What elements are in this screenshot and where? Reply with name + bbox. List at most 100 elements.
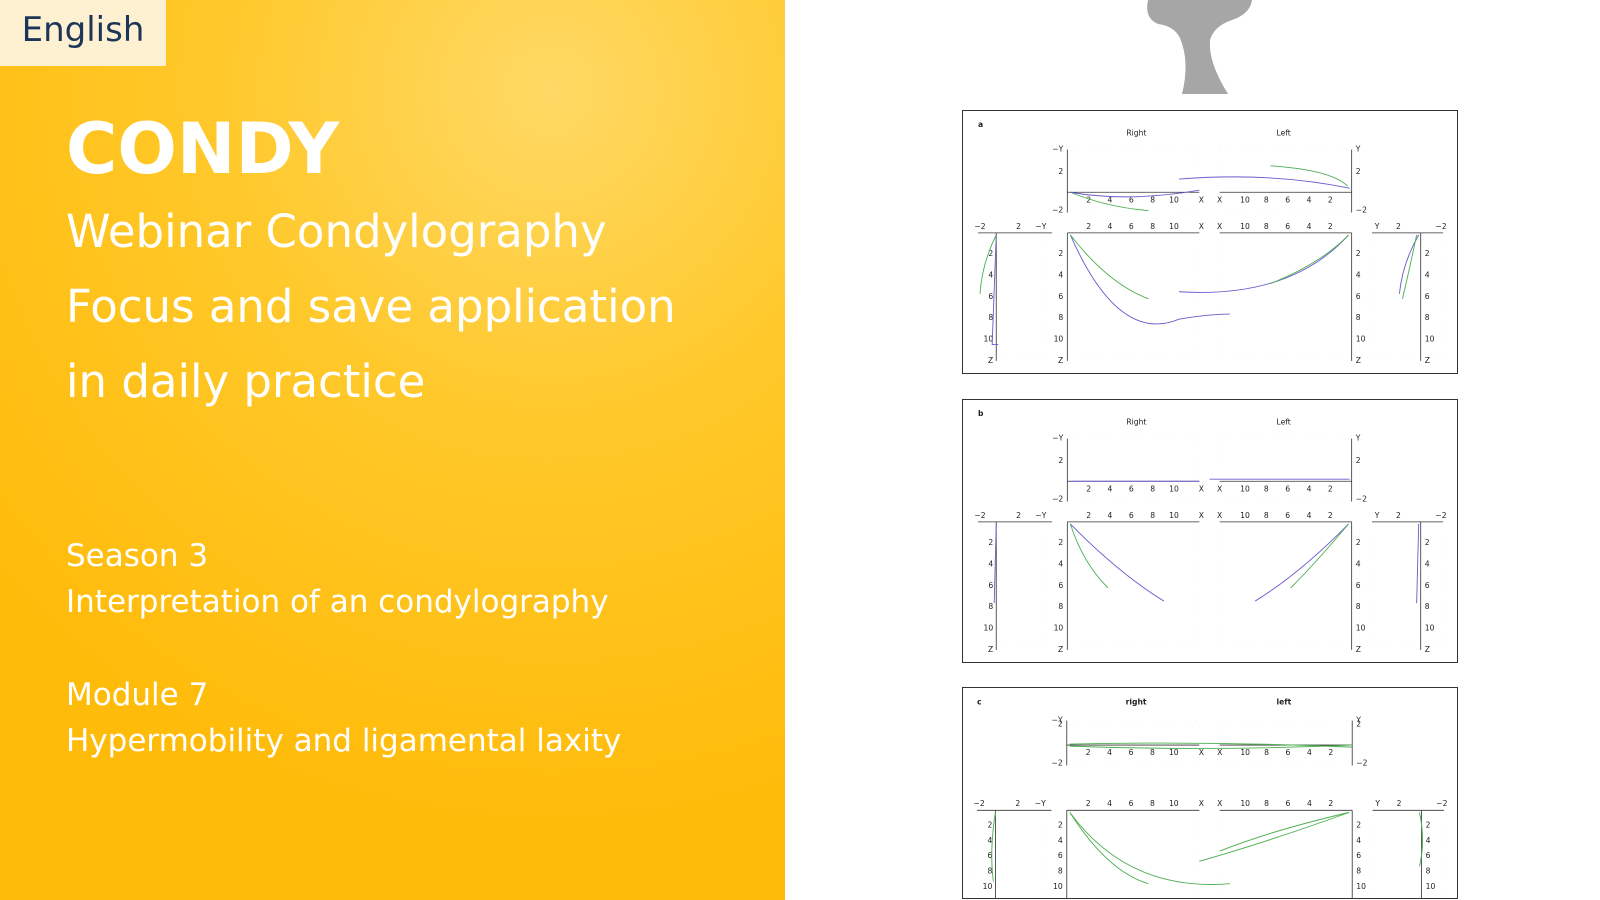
label: 2 — [1058, 456, 1063, 465]
label: Y — [1355, 145, 1361, 154]
label: X — [1199, 195, 1204, 204]
label: 10 — [1240, 511, 1250, 520]
label: −Y — [1035, 222, 1046, 231]
trace-curve — [1070, 523, 1165, 602]
trace-curve — [1178, 234, 1349, 293]
subtitle-line: in daily practice — [66, 355, 426, 408]
label: −2 — [974, 222, 985, 231]
label: 2 — [1058, 720, 1063, 729]
label: 4 — [1107, 748, 1112, 757]
label: 2 — [1086, 511, 1091, 520]
label: Right — [1126, 128, 1146, 137]
trace-curve — [993, 523, 997, 604]
module-label: Module 7 — [66, 677, 209, 713]
label: 10 — [1054, 334, 1064, 343]
label: Y — [1355, 716, 1361, 725]
language-tab[interactable]: English — [0, 0, 166, 66]
label: 4 — [1108, 484, 1113, 493]
label: −Y — [1035, 799, 1046, 808]
grid — [1219, 232, 1352, 357]
label: 6 — [1356, 581, 1361, 590]
grid — [1219, 810, 1353, 898]
label: 4 — [1307, 748, 1312, 757]
label: 6 — [1285, 484, 1290, 493]
label: 2 — [1356, 720, 1361, 729]
label: 10 — [1240, 799, 1250, 808]
label: 10 — [1240, 222, 1250, 231]
label: 2 — [1015, 799, 1020, 808]
trace-curve — [1070, 191, 1149, 211]
label: 10 — [1169, 195, 1179, 204]
label: 2 — [1425, 538, 1430, 547]
label: 6 — [1129, 195, 1134, 204]
module-topic: Hypermobility and ligamental laxity — [66, 723, 622, 759]
label: Left — [1276, 128, 1290, 137]
label: −Y — [1035, 511, 1046, 520]
label: 2 — [1058, 249, 1063, 258]
label: Y — [1374, 799, 1380, 808]
label: 2 — [1328, 484, 1333, 493]
label: −2 — [974, 511, 985, 520]
figure-panel: b Right Left −Y Y 2 2 −2 −2 X X X X Z Z −2 2 −Y Y 2 −2 Z Z 2 2 2 2… — [962, 399, 1458, 663]
label: −2 — [1356, 495, 1367, 504]
label: X — [1199, 799, 1204, 808]
label: Z — [1356, 897, 1361, 898]
condylography-figure: b Right Left −Y Y 2 2 −2 −2 X X X X Z Z −2 2 −Y Y 2 −2 Z Z 2 2 2 2… — [974, 409, 1446, 654]
trace-curve — [1416, 523, 1420, 604]
label: 4 — [1356, 560, 1361, 569]
label: X — [1217, 195, 1222, 204]
label: Z — [987, 897, 992, 898]
label: 2 — [1086, 748, 1091, 757]
trace-curve — [1219, 811, 1350, 852]
label: Z — [988, 356, 993, 365]
trace-curve — [1401, 234, 1418, 299]
trace-curve — [1069, 812, 1230, 885]
label: −2 — [1356, 758, 1367, 767]
label: 10 — [1356, 882, 1366, 891]
label: Z — [1058, 645, 1063, 654]
label: 2 — [1016, 222, 1021, 231]
trace-curve — [979, 234, 997, 294]
label: 8 — [1264, 484, 1269, 493]
label: 6 — [1286, 748, 1291, 757]
label: 6 — [1356, 851, 1361, 860]
label: −2 — [1435, 222, 1446, 231]
label: 8 — [1058, 866, 1063, 875]
label: −Y — [1052, 145, 1063, 154]
label: −2 — [1436, 799, 1447, 808]
label: 8 — [987, 866, 992, 875]
figure-panel: a Right Left −Y Y 2 2 −2 −2 X X X X Z Z −2 2 −Y Y 2 −2 Z Z 2 2 2 2… — [962, 110, 1458, 374]
label: 8 — [1150, 222, 1155, 231]
label: 6 — [1285, 195, 1290, 204]
label: 8 — [1150, 195, 1155, 204]
label: 6 — [1058, 581, 1063, 590]
label: 4 — [1108, 195, 1113, 204]
label: −2 — [1356, 206, 1367, 215]
label: 4 — [988, 560, 993, 569]
label: 4 — [1426, 836, 1431, 845]
label: 10 — [1240, 484, 1250, 493]
label: 2 — [1328, 511, 1333, 520]
trace-curve — [1178, 176, 1350, 189]
label: right — [1126, 697, 1147, 706]
label: 4 — [1307, 222, 1312, 231]
label: 10 — [1053, 882, 1063, 891]
label: 2 — [1356, 456, 1361, 465]
label: Right — [1126, 417, 1146, 426]
label: 2 — [988, 249, 993, 258]
label: 8 — [1356, 313, 1361, 322]
label: 10 — [1240, 748, 1250, 757]
label: 2 — [1426, 821, 1431, 830]
label: Z — [1356, 645, 1361, 654]
label: 8 — [1264, 222, 1269, 231]
label: 10 — [1356, 334, 1366, 343]
trace-curve — [1069, 234, 1230, 325]
trace-curve — [1070, 189, 1200, 198]
label: 4 — [1108, 511, 1113, 520]
trace-curve — [991, 812, 996, 882]
label: X — [1199, 511, 1204, 520]
label: Y — [1374, 511, 1380, 520]
trace-curve — [1070, 234, 1149, 300]
subtitle-line: Webinar Condylography — [66, 205, 607, 258]
